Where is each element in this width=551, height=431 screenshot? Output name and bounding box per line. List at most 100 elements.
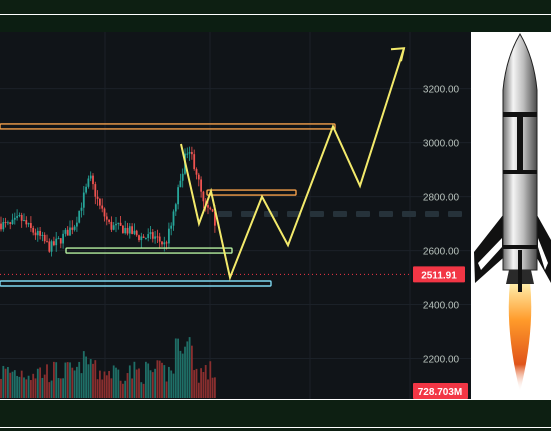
candle-body <box>96 196 99 199</box>
y-tick-label: 2600.00 <box>423 247 460 258</box>
candle-body <box>131 226 133 234</box>
volume-bar <box>172 373 175 398</box>
candle-body <box>59 238 62 244</box>
watermark-logo <box>287 211 301 217</box>
candle-body <box>165 242 168 244</box>
volume-bar <box>32 373 35 398</box>
volume-bar <box>124 380 127 398</box>
volume-bar <box>197 382 200 398</box>
candle-body <box>2 222 5 230</box>
candle-body <box>78 210 81 223</box>
rocket-band-1 <box>503 112 537 117</box>
level-line-resistance-top <box>0 123 336 130</box>
candle-body <box>23 220 25 222</box>
candle-body <box>154 236 156 239</box>
volume-bar <box>94 360 97 398</box>
volume-label: 728.703M <box>418 387 462 398</box>
candle-body <box>140 236 143 241</box>
volume-bar <box>78 361 81 398</box>
volume-bar <box>154 368 156 398</box>
volume-bar <box>119 380 122 398</box>
candle-body <box>7 222 9 224</box>
watermark-logo <box>448 211 462 217</box>
candle-body <box>82 192 85 208</box>
volume-bar <box>138 368 140 398</box>
volume-bar <box>170 370 173 398</box>
volume-bar <box>151 372 154 398</box>
candle-body <box>211 209 214 212</box>
volume-bar <box>99 370 101 398</box>
volume-bar <box>133 361 136 398</box>
volume-bar <box>71 367 74 398</box>
volume-bar <box>184 346 186 398</box>
candle-body <box>43 234 46 242</box>
y-tick-label: 2200.00 <box>423 355 460 366</box>
volume-bar <box>80 373 83 398</box>
volume-bar <box>145 361 147 398</box>
candle-body <box>135 230 138 236</box>
candle-body <box>110 221 113 230</box>
candle-body <box>89 175 92 179</box>
candle-body <box>48 241 51 252</box>
volume-bar <box>105 375 108 398</box>
candle-body <box>41 234 44 236</box>
candle-body <box>53 241 55 246</box>
candle-body <box>108 219 110 222</box>
candle-body <box>73 226 76 230</box>
candle-body <box>92 175 94 185</box>
volume-bar <box>53 361 55 398</box>
volume-bar <box>108 370 110 398</box>
volume-bar <box>204 365 207 398</box>
rocket-band-3 <box>503 245 537 249</box>
y-tick-label: 3000.00 <box>423 139 460 150</box>
top-border <box>0 0 551 14</box>
current-price-tag: 2511.91 <box>413 266 465 283</box>
candle-body <box>11 219 14 224</box>
watermark-logo <box>379 211 393 217</box>
volume-bar <box>161 362 163 398</box>
candle-body <box>57 238 60 240</box>
y-tick-label: 2800.00 <box>423 193 460 204</box>
candle-body <box>149 232 152 235</box>
candle-body <box>191 152 193 155</box>
volume-bars <box>0 337 216 398</box>
volume-bar <box>50 380 53 398</box>
volume-bar <box>85 356 87 398</box>
candle-body <box>4 222 7 224</box>
volume-bar <box>92 363 94 398</box>
candle-body <box>80 207 83 211</box>
volume-bar <box>193 370 196 398</box>
candle-body <box>200 179 202 192</box>
candle-body <box>13 217 16 220</box>
y-tick-label: 2400.00 <box>423 301 460 312</box>
volume-bar <box>147 363 150 398</box>
candle-body <box>151 232 154 239</box>
volume-bar <box>4 368 7 398</box>
level-lines <box>0 123 336 287</box>
volume-bar <box>57 378 60 398</box>
volume-bar <box>96 379 99 398</box>
rocket-flame <box>508 282 532 392</box>
candle-body <box>186 153 189 155</box>
volume-bar <box>9 372 12 398</box>
volume-bar <box>82 351 85 398</box>
fin-stripe-right <box>538 238 548 270</box>
grid-lines <box>0 32 471 399</box>
volume-bar <box>25 379 28 398</box>
rocket-center-fin <box>518 250 522 292</box>
volume-bar <box>20 370 23 398</box>
volume-bar <box>36 368 39 398</box>
level-line-resistance-mid <box>206 189 297 196</box>
candle-body <box>50 241 53 252</box>
candle-body <box>39 230 41 236</box>
watermark-logo <box>333 211 347 217</box>
candle-body <box>209 207 212 210</box>
volume-bar <box>188 337 191 398</box>
volume-bar <box>0 378 2 398</box>
volume-bar <box>117 369 120 398</box>
rocket-band-2 <box>503 170 537 174</box>
rocket-icon <box>474 33 551 392</box>
volume-bar <box>168 366 170 398</box>
